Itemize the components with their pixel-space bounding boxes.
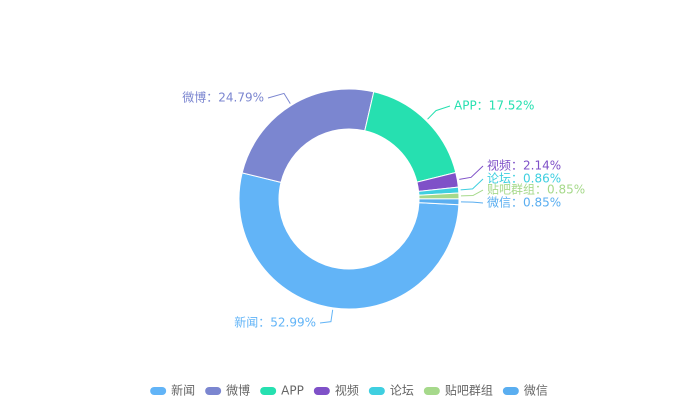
slice-label-6: 微信：0.85% [487,196,561,210]
legend-item-2[interactable]: APP [260,384,304,398]
slice-group [238,88,460,310]
slice-label-3: 视频：2.14% [487,158,561,173]
legend-label-0: 新闻 [171,383,195,398]
legend-label-6: 微信 [524,384,548,398]
leader-line-5 [460,189,484,197]
legend-swatch-5 [423,387,440,395]
legend-swatch-0 [150,387,167,395]
legend-item-4[interactable]: 论坛 [368,384,414,398]
legend-label-5: 贴吧群组 [445,384,493,398]
slice-3[interactable] [416,171,459,192]
leader-line-0 [319,309,334,324]
slice-0[interactable] [238,172,460,310]
legend-swatch-3 [313,387,330,395]
legend-swatch-1 [205,387,222,395]
leader-line-1 [267,92,291,104]
legend-label-1: 微博 [226,383,250,398]
slice-2[interactable] [364,91,457,183]
label-leader-group [267,92,484,324]
legend-item-1[interactable]: 微博 [205,383,250,398]
slice-label-5: 贴吧群组：0.85% [487,183,585,197]
slice-label-1: 微博：24.79% [182,90,264,105]
slice-1[interactable] [241,88,375,183]
legend[interactable]: 新闻 微博 APP 视频 论坛 贴吧群组 微信 [150,383,548,398]
legend-label-2: APP [281,384,304,398]
legend-swatch-4 [368,387,385,395]
legend-item-5[interactable]: 贴吧群组 [423,384,493,398]
slice-label-4: 论坛：0.86% [487,172,561,186]
legend-item-0[interactable]: 新闻 [150,383,195,398]
legend-label-4: 论坛 [390,384,414,398]
leader-line-6 [460,201,484,204]
legend-swatch-2 [260,387,277,395]
leader-line-3 [459,165,484,180]
slice-label-0: 新闻：52.99% [234,315,316,330]
leader-line-4 [460,178,484,191]
legend-swatch-6 [502,387,519,395]
legend-label-3: 视频 [335,383,359,398]
leader-line-2 [427,105,451,120]
legend-item-6[interactable]: 微信 [502,384,548,398]
legend-item-3[interactable]: 视频 [313,383,359,398]
slice-label-group: 新闻：52.99% 微博：24.79% APP：17.52% 视频：2.14%论坛：0… [182,90,585,330]
slice-label-2: APP：17.52% [454,99,534,113]
slice-6[interactable] [418,198,460,206]
